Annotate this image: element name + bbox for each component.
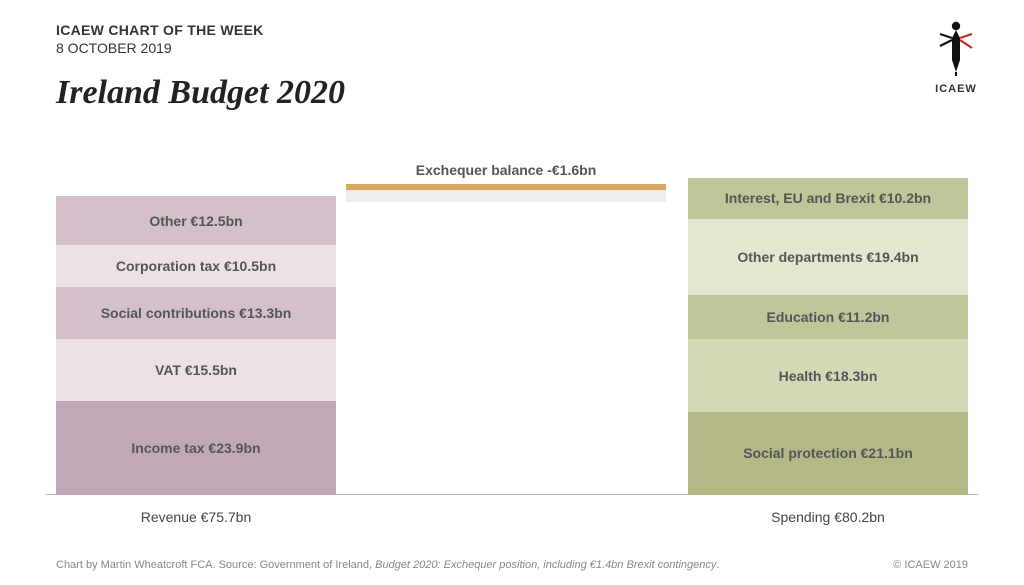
copyright: © ICAEW 2019 bbox=[893, 559, 968, 571]
footer: Chart by Martin Wheatcroft FCA. Source: … bbox=[56, 559, 968, 571]
exchequer-balance: Exchequer balance -€1.6bn bbox=[346, 162, 666, 202]
icaew-logo-icon bbox=[932, 18, 980, 76]
source-italic: Budget 2020: Exchequer position, includi… bbox=[375, 559, 716, 571]
spending-stack: Interest, EU and Brexit €10.2bnOther dep… bbox=[688, 178, 968, 495]
source-suffix: . bbox=[716, 559, 719, 571]
revenue-segment: Social contributions €13.3bn bbox=[56, 287, 336, 340]
chart-title: Ireland Budget 2020 bbox=[56, 74, 345, 112]
spending-segment: Education €11.2bn bbox=[688, 295, 968, 339]
spending-total-label: Spending €80.2bn bbox=[688, 509, 968, 525]
kicker: ICAEW CHART OF THE WEEK bbox=[56, 22, 345, 38]
revenue-total-label: Revenue €75.7bn bbox=[56, 509, 336, 525]
header-date: 8 OCTOBER 2019 bbox=[56, 40, 345, 56]
spending-segment: Health €18.3bn bbox=[688, 339, 968, 411]
balance-float bbox=[346, 190, 666, 202]
spending-segment: Social protection €21.1bn bbox=[688, 412, 968, 495]
revenue-segment: VAT €15.5bn bbox=[56, 339, 336, 400]
logo-caption: ICAEW bbox=[928, 83, 984, 95]
spending-segment: Other departments €19.4bn bbox=[688, 219, 968, 296]
spending-segment: Interest, EU and Brexit €10.2bn bbox=[688, 178, 968, 218]
balance-label: Exchequer balance -€1.6bn bbox=[346, 162, 666, 178]
header: ICAEW CHART OF THE WEEK 8 OCTOBER 2019 I… bbox=[56, 22, 345, 112]
logo: ICAEW bbox=[928, 18, 984, 95]
revenue-segment: Income tax €23.9bn bbox=[56, 401, 336, 495]
revenue-stack: Other €12.5bnCorporation tax €10.5bnSoci… bbox=[56, 196, 336, 495]
source-prefix: Chart by Martin Wheatcroft FCA. Source: … bbox=[56, 559, 375, 571]
waterfall-chart: Other €12.5bnCorporation tax €10.5bnSoci… bbox=[56, 160, 968, 525]
revenue-segment: Corporation tax €10.5bn bbox=[56, 245, 336, 286]
source-note: Chart by Martin Wheatcroft FCA. Source: … bbox=[56, 559, 719, 571]
revenue-segment: Other €12.5bn bbox=[56, 196, 336, 245]
